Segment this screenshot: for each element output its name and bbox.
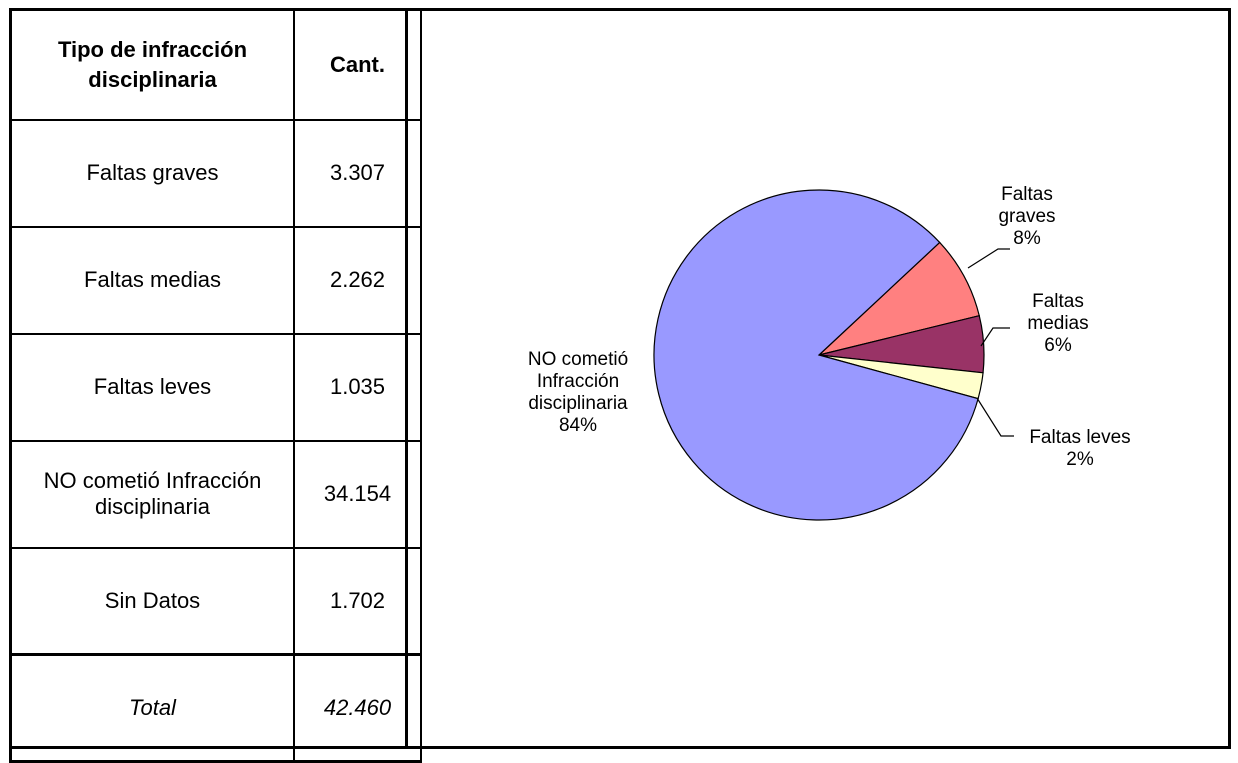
- pie-label: Faltas graves 8%: [998, 184, 1055, 249]
- table-header-row: Tipo de infracción disciplinaria Cant.: [9, 8, 422, 121]
- leader-line: [980, 327, 1010, 347]
- row-qty: 2.262: [293, 225, 422, 335]
- header-type: Tipo de infracción disciplinaria: [9, 8, 295, 121]
- table-row: Faltas graves 3.307: [9, 118, 422, 228]
- pie-label: NO cometió Infracción disciplinaria 84%: [528, 349, 628, 436]
- pie-label: Faltas leves 2%: [1029, 427, 1130, 470]
- outer-frame: [9, 8, 1231, 749]
- row-type: Sin Datos: [9, 546, 295, 656]
- row-type: NO cometió Infracción disciplinaria: [9, 439, 295, 549]
- row-qty: 34.154: [293, 439, 422, 549]
- row-qty: 1.035: [293, 332, 422, 442]
- row-type: Faltas medias: [9, 225, 295, 335]
- pie-label: Faltas medias 6%: [1027, 291, 1088, 356]
- leader-line: [967, 248, 1010, 269]
- header-qty: Cant.: [293, 8, 422, 121]
- table-row: Sin Datos 1.702: [9, 546, 422, 656]
- row-qty: 3.307: [293, 118, 422, 228]
- total-qty: 42.460: [293, 653, 422, 763]
- table-row: Faltas leves 1.035: [9, 332, 422, 442]
- table-row: Faltas medias 2.262: [9, 225, 422, 335]
- column-divider: [405, 8, 408, 749]
- row-type: Faltas leves: [9, 332, 295, 442]
- row-type: Faltas graves: [9, 118, 295, 228]
- row-qty: 1.702: [293, 546, 422, 656]
- table-row: NO cometió Infracción disciplinaria 34.1…: [9, 439, 422, 549]
- pie-slice: [653, 189, 979, 521]
- leader-line: [976, 397, 1014, 437]
